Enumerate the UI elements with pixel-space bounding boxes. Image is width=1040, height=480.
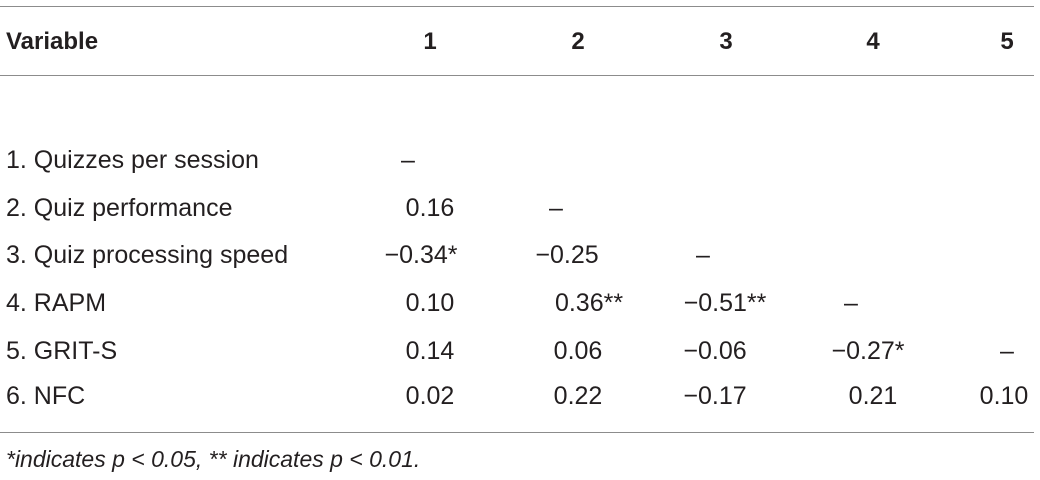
row-label: 5. GRIT-S	[6, 337, 118, 365]
table-cell: −0.25	[535, 241, 599, 269]
table-cell: −0.06	[683, 337, 747, 365]
table-cell: –	[401, 146, 415, 174]
table-cell: –	[844, 289, 858, 317]
row-label: 4. RAPM	[6, 289, 107, 317]
table-cell: 0.22	[553, 382, 603, 410]
table-cell: 0.10	[979, 382, 1029, 410]
header-rule	[0, 75, 1034, 76]
table-cell: 0.36**	[554, 289, 624, 317]
table-cell: −0.27*	[831, 337, 905, 365]
table-cell: 0.10	[405, 289, 455, 317]
table-cell: –	[1000, 337, 1014, 365]
bottom-rule	[0, 432, 1034, 433]
header-col-5: 5	[1000, 28, 1014, 55]
table-cell: 0.21	[848, 382, 898, 410]
table-cell: −0.17	[683, 382, 747, 410]
row-label: 2. Quiz performance	[6, 194, 233, 222]
table-cell: −0.34*	[384, 241, 458, 269]
header-col-2: 2	[571, 28, 585, 55]
table-cell: 0.16	[405, 194, 455, 222]
header-col-3: 3	[719, 28, 733, 55]
row-label: 1. Quizzes per session	[6, 146, 259, 174]
table-footnote: *indicates p < 0.05, ** indicates p < 0.…	[6, 446, 421, 472]
table-cell: 0.06	[553, 337, 603, 365]
header-col-1: 1	[423, 28, 437, 55]
row-label: 3. Quiz processing speed	[6, 241, 289, 269]
top-rule	[0, 6, 1034, 7]
table-cell: −0.51**	[683, 289, 767, 317]
header-variable: Variable	[6, 28, 99, 55]
header-col-4: 4	[866, 28, 880, 55]
row-label: 6. NFC	[6, 382, 86, 410]
table-cell: 0.02	[405, 382, 455, 410]
table-cell: –	[549, 194, 563, 222]
table-cell: 0.14	[405, 337, 455, 365]
table-cell: –	[696, 241, 710, 269]
